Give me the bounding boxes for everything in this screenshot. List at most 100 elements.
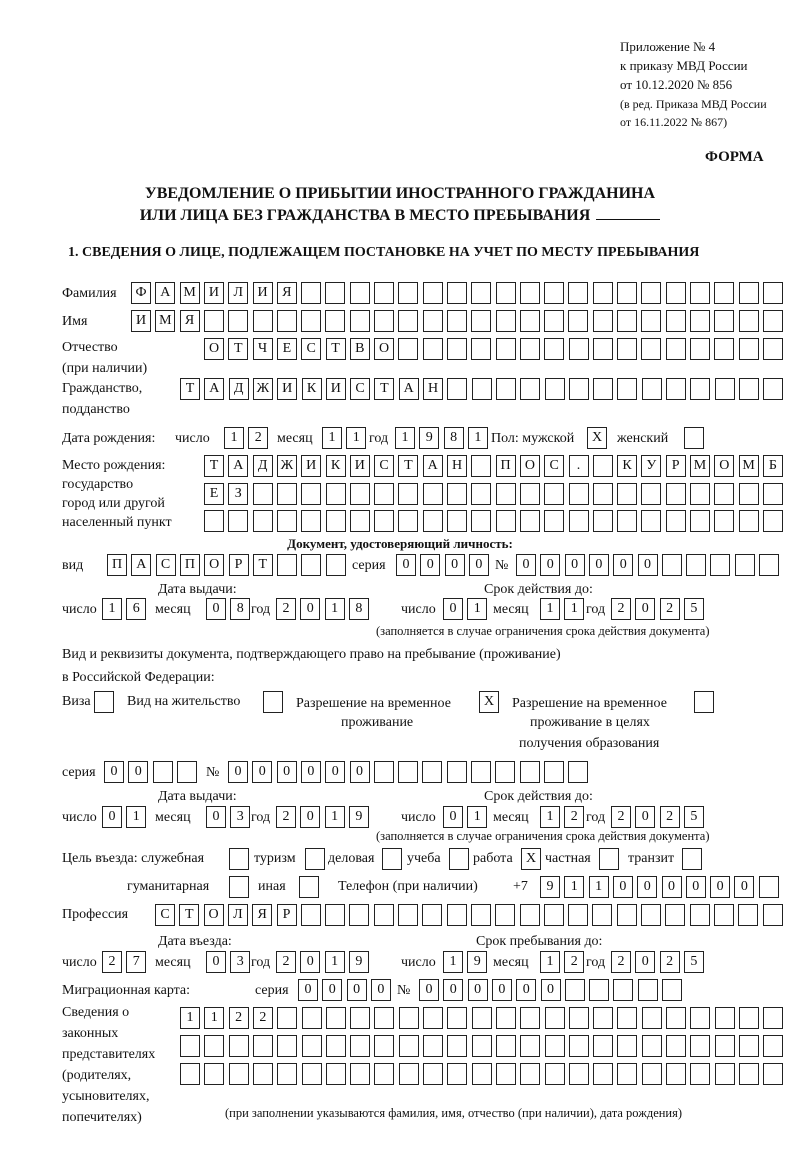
char-box[interactable]: 0 [300,598,321,620]
char-box[interactable] [690,378,711,400]
char-box[interactable] [593,378,614,400]
char-box[interactable]: 0 [635,951,656,973]
char-box[interactable]: 0 [468,554,489,576]
char-box[interactable] [544,310,565,332]
char-box[interactable] [666,378,686,400]
char-box[interactable] [447,1035,468,1057]
char-box[interactable] [617,510,638,532]
char-box[interactable]: А [204,378,225,400]
char-box[interactable]: Р [276,904,297,926]
char-box[interactable]: И [252,282,273,304]
char-box[interactable] [374,510,395,532]
char-box[interactable] [252,483,273,505]
char-box[interactable]: 3 [230,806,251,828]
char-box[interactable] [758,876,779,898]
char-box[interactable] [762,483,783,505]
char-box[interactable] [617,338,638,360]
char-box[interactable]: 2 [659,806,680,828]
char-box[interactable]: Т [398,455,419,477]
char-box[interactable] [714,483,735,505]
char-box[interactable] [665,483,686,505]
char-box[interactable]: 9 [419,427,440,449]
char-box[interactable]: 0 [228,761,248,783]
char-box[interactable] [666,1035,686,1057]
char-box[interactable] [519,338,540,360]
checkbox-cell[interactable] [684,427,704,449]
char-box[interactable] [228,510,249,532]
char-box[interactable] [564,979,585,1001]
char-box[interactable] [637,979,658,1001]
char-box[interactable] [544,483,565,505]
char-box[interactable] [686,554,707,576]
char-box[interactable]: 0 [588,554,609,576]
char-box[interactable]: 0 [300,761,321,783]
char-box[interactable] [471,310,492,332]
char-box[interactable]: 2 [611,598,631,620]
char-box[interactable]: 9 [467,951,488,973]
char-box[interactable] [665,338,686,360]
char-box[interactable]: 0 [443,806,463,828]
char-box[interactable] [495,282,516,304]
char-box[interactable] [471,1063,492,1085]
char-box[interactable]: Д [228,378,249,400]
char-box[interactable] [641,1063,662,1085]
char-box[interactable]: 8 [348,598,369,620]
char-box[interactable] [447,1063,468,1085]
char-box[interactable] [398,904,418,926]
char-box[interactable]: 0 [637,876,658,898]
char-box[interactable]: П [107,554,127,576]
char-box[interactable]: 0 [516,554,536,576]
char-box[interactable]: 0 [104,761,124,783]
char-box[interactable] [738,904,759,926]
checkbox-cell[interactable] [682,848,702,870]
char-box[interactable] [613,979,634,1001]
char-box[interactable]: 0 [637,554,658,576]
char-box[interactable]: 6 [126,598,147,620]
char-box[interactable]: 1 [467,598,488,620]
char-box[interactable]: 2 [276,806,296,828]
char-box[interactable] [713,904,734,926]
char-box[interactable] [252,310,273,332]
char-box[interactable]: 2 [564,806,585,828]
char-box[interactable] [495,1035,516,1057]
char-box[interactable]: 5 [683,951,704,973]
char-box[interactable] [519,761,540,783]
char-box[interactable]: О [374,338,395,360]
char-box[interactable] [593,1063,614,1085]
char-box[interactable] [471,510,492,532]
char-box[interactable] [301,1035,322,1057]
char-box[interactable]: 1 [467,806,488,828]
char-box[interactable]: 0 [540,554,561,576]
char-box[interactable] [228,1035,249,1057]
checkbox-cell[interactable] [382,848,402,870]
char-box[interactable] [422,282,443,304]
char-box[interactable]: Ч [252,338,273,360]
char-box[interactable] [276,310,297,332]
char-box[interactable]: 0 [443,598,463,620]
char-box[interactable]: 0 [635,806,656,828]
char-box[interactable] [568,282,589,304]
checkbox-cell[interactable] [229,876,249,898]
char-box[interactable]: . [568,455,589,477]
char-box[interactable] [422,761,443,783]
char-box[interactable] [738,338,759,360]
char-box[interactable] [641,510,662,532]
char-box[interactable] [568,904,589,926]
char-box[interactable] [471,761,491,783]
char-box[interactable]: 0 [370,979,391,1001]
char-box[interactable]: 9 [540,876,560,898]
char-box[interactable]: 0 [540,979,561,1001]
char-box[interactable] [422,483,443,505]
char-box[interactable] [350,1035,371,1057]
char-box[interactable]: О [519,455,540,477]
char-box[interactable] [325,1063,346,1085]
char-box[interactable] [544,1063,565,1085]
char-box[interactable] [373,761,394,783]
char-box[interactable]: М [155,310,176,332]
char-box[interactable] [592,483,613,505]
char-box[interactable]: К [617,455,638,477]
char-box[interactable] [519,282,540,304]
char-box[interactable]: А [228,455,249,477]
char-box[interactable]: 2 [564,951,585,973]
char-box[interactable]: 0 [252,761,273,783]
